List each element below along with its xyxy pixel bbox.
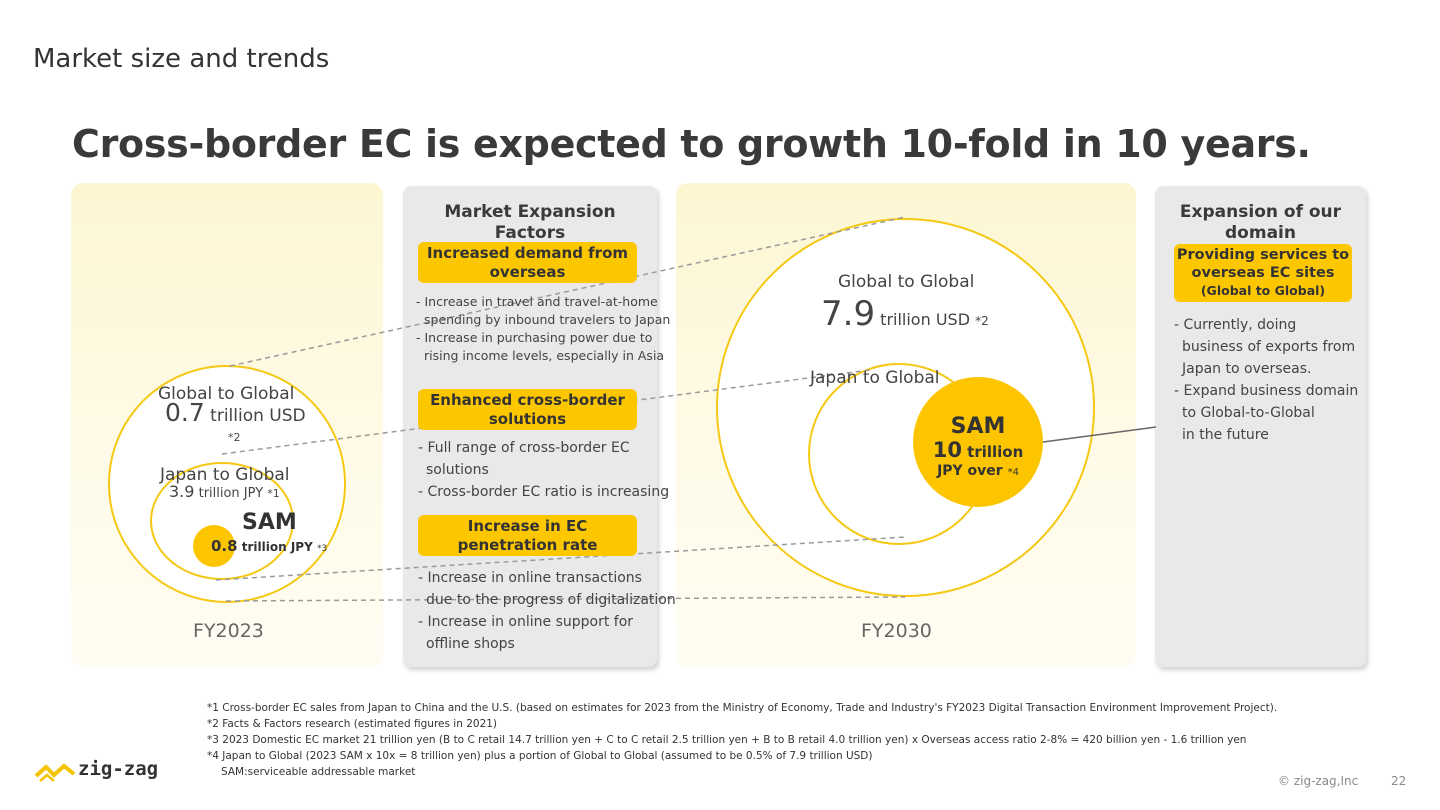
fy2023-global-unit: trillion USD bbox=[210, 406, 306, 426]
fy2030-global-unit: trillion USD bbox=[880, 310, 971, 329]
fy2023-japan-unit: trillion JPY bbox=[198, 486, 264, 501]
bullet-text: business of exports from bbox=[1182, 339, 1356, 355]
fy2030-japan-title: Japan to Global bbox=[810, 368, 940, 388]
logo-text: zig-zag bbox=[78, 758, 159, 780]
fy2023-japan-value: 3.9 bbox=[169, 482, 195, 501]
factor-bullets-cross-border-solutions: - Full range of cross-border EC solution… bbox=[418, 437, 669, 503]
fy2030-global-title: Global to Global bbox=[838, 272, 975, 292]
factor-pill-overseas-demand: Increased demand from overseas bbox=[418, 242, 637, 283]
fy2023-sam-unit: trillion JPY bbox=[241, 540, 313, 554]
factor-pill-ec-penetration: Increase in EC penetration rate bbox=[418, 515, 637, 556]
fy2023-japan-note: *1 bbox=[267, 487, 280, 500]
fy2023-sam-title: SAM bbox=[242, 510, 297, 535]
factor-pill-line: Increase in EC bbox=[467, 516, 588, 535]
company-logo: zig-zag bbox=[34, 752, 158, 786]
bullet-text: - Cross-border EC ratio is increasing bbox=[418, 484, 670, 500]
fy2023-global-title: Global to Global bbox=[158, 384, 295, 404]
domain-pill-line: (Global to Global) bbox=[1200, 283, 1326, 298]
fy2023-global-value: 0.7 bbox=[165, 398, 205, 427]
section-title: Market size and trends bbox=[33, 44, 330, 74]
fy2030-sam-amount-line2: JPY over *4 bbox=[913, 463, 1043, 479]
bullet-text: - Full range of cross-border EC bbox=[418, 440, 630, 456]
factor-bullets-ec-penetration: - Increase in online transactions due to… bbox=[418, 567, 676, 655]
bullet-text: - Expand business domain bbox=[1174, 383, 1359, 399]
factor-bullets-overseas-demand: - Increase in travel and travel-at-home … bbox=[416, 293, 670, 365]
fy2023-japan-amount: 3.9 trillion JPY *1 bbox=[169, 482, 280, 501]
bullet-text: in the future bbox=[1182, 427, 1269, 443]
factors-title: Market Expansion Factors bbox=[403, 202, 657, 244]
headline: Cross-border EC is expected to growth 10… bbox=[72, 122, 1311, 166]
fy2023-sam-note: *3 bbox=[316, 544, 328, 554]
bullet-text: - Increase in online transactions bbox=[418, 570, 642, 586]
fy2023-global-amount: 0.7 trillion USD bbox=[165, 398, 306, 427]
bullet-text: rising income levels, especially in Asia bbox=[424, 348, 665, 363]
bullet-text: - Increase in online support for bbox=[418, 614, 634, 630]
copyright: © zig-zag,Inc bbox=[1278, 774, 1359, 788]
footnote: *3 2023 Domestic EC market 21 trillion y… bbox=[207, 734, 1247, 746]
footnote: *4 Japan to Global (2023 SAM x 10x = 8 t… bbox=[207, 750, 873, 762]
zigzag-logo-icon bbox=[34, 763, 76, 782]
factors-title-line1: Market Expansion bbox=[444, 202, 616, 222]
fy2030-sam-amount: 10 trillion bbox=[913, 438, 1043, 462]
footnote: *1 Cross-border EC sales from Japan to C… bbox=[207, 702, 1278, 714]
bullet-text: solutions bbox=[426, 462, 489, 478]
fy2030-sam-value: 10 bbox=[932, 438, 962, 462]
fy2030-sam-unit2: JPY over bbox=[937, 463, 1003, 479]
factor-pill-line: penetration rate bbox=[457, 535, 598, 554]
domain-title-line2: domain bbox=[1225, 223, 1296, 243]
bullet-text: Japan to overseas. bbox=[1182, 361, 1312, 377]
footnote: SAM:serviceable addressable market bbox=[221, 766, 416, 778]
factors-title-line2: Factors bbox=[494, 223, 566, 243]
factor-pill-cross-border-solutions: Enhanced cross-border solutions bbox=[418, 389, 637, 430]
bullet-text: - Increase in purchasing power due to bbox=[416, 330, 653, 345]
domain-title: Expansion of our domain bbox=[1155, 202, 1366, 244]
domain-pill: Providing services to overseas EC sites … bbox=[1174, 244, 1352, 302]
domain-pill-line: Providing services to bbox=[1176, 247, 1350, 263]
fy2023-sam-value: 0.8 bbox=[211, 537, 238, 555]
fy2030-sam-unit: trillion bbox=[967, 443, 1024, 461]
domain-title-line1: Expansion of our bbox=[1179, 202, 1342, 222]
factor-pill-line: Enhanced cross-border bbox=[430, 390, 625, 409]
fy2023-label: FY2023 bbox=[193, 620, 264, 642]
bullet-text: to Global-to-Global bbox=[1182, 405, 1315, 421]
factor-pill-line: Increased demand from bbox=[426, 243, 629, 262]
fy2030-global-amount: 7.9 trillion USD *2 bbox=[821, 294, 989, 334]
fy2030-sam-title: SAM bbox=[950, 414, 1006, 439]
domain-pill-line: overseas EC sites bbox=[1191, 265, 1335, 281]
bullet-text: spending by inbound travelers to Japan bbox=[424, 312, 671, 327]
fy2023-japan-title: Japan to Global bbox=[160, 465, 290, 485]
bullet-text: due to the progress of digitalization bbox=[426, 592, 676, 608]
fy2030-sam-circle bbox=[913, 377, 1043, 507]
footnote: *2 Facts & Factors research (estimated f… bbox=[207, 718, 498, 730]
fy2023-global-note: *2 bbox=[228, 431, 241, 444]
factor-pill-line: overseas bbox=[489, 262, 566, 281]
fy2030-global-note: *2 bbox=[975, 314, 989, 328]
domain-bullets: - Currently, doing business of exports f… bbox=[1174, 314, 1358, 446]
bullet-text: - Currently, doing bbox=[1174, 317, 1297, 333]
fy2030-label: FY2030 bbox=[861, 620, 932, 642]
fy2023-sam-amount: 0.8 trillion JPY *3 bbox=[211, 537, 327, 555]
bullet-text: offline shops bbox=[426, 636, 515, 652]
fy2030-global-value: 7.9 bbox=[821, 294, 876, 334]
footnotes: *1 Cross-border EC sales from Japan to C… bbox=[207, 700, 1277, 780]
bullet-text: - Increase in travel and travel-at-home bbox=[416, 294, 658, 309]
page-number: 22 bbox=[1391, 774, 1407, 788]
fy2030-sam-note: *4 bbox=[1007, 467, 1019, 478]
factor-pill-line: solutions bbox=[488, 409, 567, 428]
